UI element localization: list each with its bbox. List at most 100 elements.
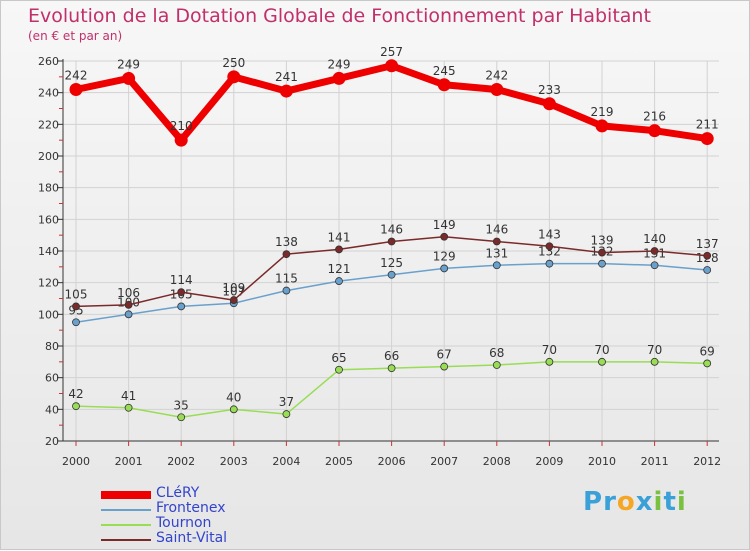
data-point <box>492 237 501 246</box>
brand-letter: o <box>616 487 636 517</box>
y-tick-label: 40 <box>45 403 59 416</box>
y-tick-label: 60 <box>45 372 59 385</box>
x-tick-label: 2001 <box>115 455 143 468</box>
data-point <box>545 259 554 268</box>
data-label: 69 <box>700 344 715 358</box>
data-label: 70 <box>542 343 557 357</box>
chart-title: Evolution de la Dotation Globale de Fonc… <box>28 5 651 27</box>
y-tick-label: 140 <box>38 245 59 258</box>
legend-swatch-clery <box>101 491 151 499</box>
data-label: 146 <box>485 223 508 237</box>
data-label: 242 <box>65 69 88 83</box>
legend-swatch-saint-vital <box>101 539 151 541</box>
data-point <box>385 59 399 73</box>
data-point <box>174 133 188 147</box>
data-point <box>440 232 449 241</box>
data-label: 137 <box>696 237 719 251</box>
data-point <box>545 357 554 366</box>
data-point <box>279 84 293 98</box>
x-tick-label: 2003 <box>220 455 248 468</box>
data-label: 42 <box>68 387 83 401</box>
data-label: 40 <box>226 390 241 404</box>
y-tick-label: 180 <box>38 182 59 195</box>
data-label: 141 <box>328 230 351 244</box>
data-label: 105 <box>65 287 88 301</box>
x-tick-label: 2000 <box>62 455 90 468</box>
data-label: 41 <box>121 389 136 403</box>
data-label: 249 <box>117 57 140 71</box>
data-label: 250 <box>222 56 245 70</box>
data-label: 233 <box>538 83 561 97</box>
data-point <box>492 361 501 369</box>
x-tick-label: 2011 <box>641 455 669 468</box>
y-tick-label: 220 <box>38 118 59 131</box>
data-point <box>124 310 133 319</box>
data-point <box>703 251 712 260</box>
data-label: 216 <box>643 110 666 124</box>
data-label: 210 <box>170 119 193 133</box>
data-label: 67 <box>437 348 452 362</box>
data-label: 138 <box>275 235 298 249</box>
data-point <box>72 402 80 411</box>
data-label: 65 <box>331 351 346 365</box>
data-point <box>440 264 449 273</box>
data-label: 242 <box>485 69 508 83</box>
brand-logo: Proxiti <box>583 487 687 517</box>
data-point <box>282 250 291 259</box>
x-tick-label: 2004 <box>272 455 300 468</box>
data-point <box>387 270 396 279</box>
data-label: 245 <box>433 64 456 78</box>
x-tick-label: 2010 <box>588 455 616 468</box>
data-label: 219 <box>591 105 614 119</box>
data-point <box>440 362 449 371</box>
data-point <box>700 132 714 146</box>
data-label: 129 <box>433 249 456 263</box>
data-label: 140 <box>643 232 666 246</box>
data-point <box>542 97 556 111</box>
data-point <box>335 245 343 254</box>
y-tick-label: 260 <box>38 55 59 68</box>
data-label: 249 <box>328 57 351 71</box>
data-point <box>177 288 186 297</box>
data-point <box>177 413 186 422</box>
legend-label-tournon: Tournon <box>156 515 212 531</box>
legend-swatch-tournon <box>101 524 151 526</box>
data-label: 37 <box>279 395 294 409</box>
data-point <box>387 237 396 246</box>
data-point <box>650 261 659 270</box>
data-label: 35 <box>174 398 189 412</box>
data-label: 139 <box>591 234 614 248</box>
brand-letter: i <box>653 487 664 517</box>
y-tick-label: 200 <box>38 150 59 163</box>
data-point <box>545 242 554 251</box>
brand-letter: r <box>603 487 617 517</box>
data-label: 241 <box>275 70 298 84</box>
x-tick-label: 2007 <box>430 455 458 468</box>
y-tick-label: 160 <box>38 213 59 226</box>
legend-label-clery: CLéRY <box>156 485 200 501</box>
x-tick-label: 2005 <box>325 455 353 468</box>
data-point <box>124 403 133 412</box>
data-point <box>122 71 136 85</box>
data-label: 257 <box>380 45 403 59</box>
data-point <box>703 266 712 274</box>
data-point <box>335 277 343 285</box>
data-label: 66 <box>384 349 399 363</box>
data-point <box>492 261 501 270</box>
data-label: 146 <box>380 223 403 237</box>
legend-swatch-frontenex <box>101 509 151 511</box>
data-point <box>282 410 291 418</box>
data-point <box>650 247 659 255</box>
data-label: 114 <box>170 273 193 287</box>
data-point <box>227 70 241 84</box>
data-label: 115 <box>275 272 298 286</box>
y-tick-label: 120 <box>38 277 59 290</box>
data-label: 106 <box>117 286 140 300</box>
legend-label-saint-vital: Saint-Vital <box>156 530 228 546</box>
y-tick-label: 20 <box>45 435 59 448</box>
data-label: 68 <box>489 346 504 360</box>
y-tick-label: 240 <box>38 87 59 100</box>
data-point <box>124 300 133 309</box>
